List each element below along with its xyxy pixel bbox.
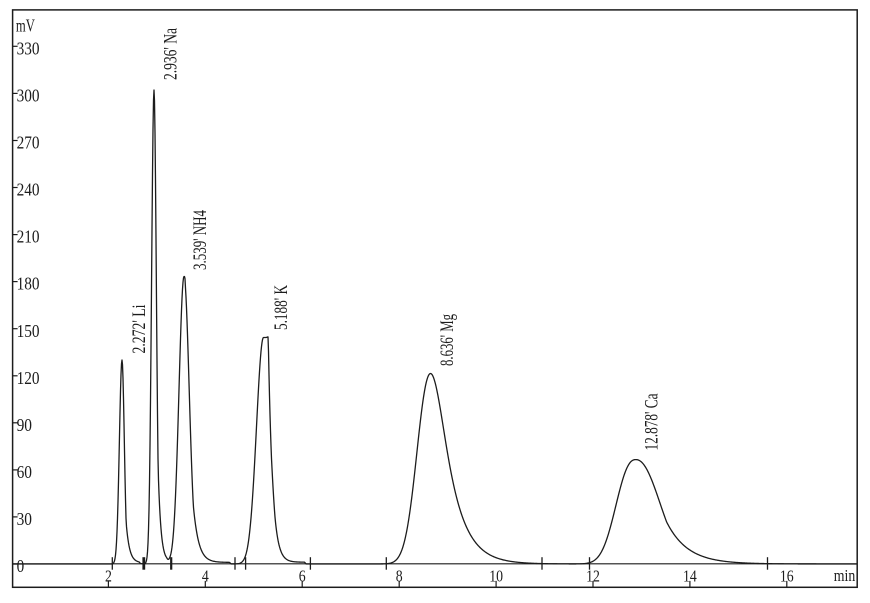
svg-text:300: 300: [17, 86, 40, 106]
svg-text:3.539' NH4: 3.539' NH4: [190, 210, 211, 270]
svg-text:60: 60: [17, 462, 33, 482]
svg-text:270: 270: [17, 133, 40, 153]
svg-text:0: 0: [17, 556, 25, 576]
svg-text:mV: mV: [16, 15, 35, 35]
svg-text:12.878' Ca: 12.878' Ca: [641, 393, 662, 450]
svg-text:2.936' Na: 2.936' Na: [161, 28, 182, 80]
svg-text:4: 4: [202, 567, 209, 586]
svg-text:14: 14: [683, 567, 697, 586]
svg-text:6: 6: [299, 567, 306, 586]
svg-text:8: 8: [396, 567, 403, 586]
svg-text:12: 12: [586, 567, 600, 586]
svg-text:240: 240: [17, 180, 40, 200]
svg-text:2.272' Li: 2.272' Li: [129, 305, 150, 354]
svg-text:30: 30: [17, 509, 33, 529]
svg-text:5.188' K: 5.188' K: [271, 285, 292, 330]
svg-text:330: 330: [17, 38, 40, 58]
svg-text:150: 150: [17, 321, 40, 341]
svg-text:8.636' Mg: 8.636' Mg: [437, 314, 458, 366]
svg-text:120: 120: [17, 368, 40, 388]
svg-text:2: 2: [105, 567, 112, 586]
svg-text:180: 180: [17, 274, 40, 294]
svg-text:90: 90: [17, 415, 33, 435]
svg-text:210: 210: [17, 227, 40, 247]
svg-text:10: 10: [489, 567, 503, 586]
svg-text:min: min: [834, 566, 856, 585]
svg-text:16: 16: [780, 567, 794, 586]
